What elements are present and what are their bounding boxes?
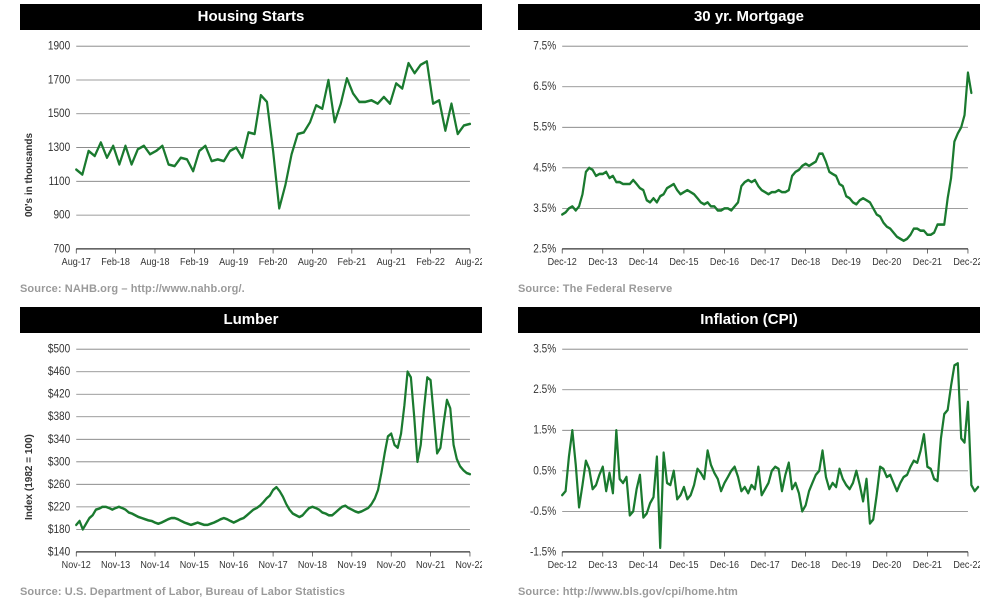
- x-tick-label: Dec-17: [751, 257, 780, 269]
- y-tick-label: -1.5%: [530, 546, 557, 559]
- y-tick-label: 1900: [48, 40, 70, 53]
- y-tick-label: 900: [53, 209, 70, 222]
- y-tick-label: $140: [48, 546, 70, 559]
- x-tick-label: Dec-22: [953, 257, 980, 269]
- x-tick-label: Dec-16: [710, 560, 739, 572]
- x-tick-label: Feb-22: [416, 257, 445, 269]
- y-tick-label: 7.5%: [533, 40, 556, 53]
- x-tick-label: Dec-15: [669, 560, 699, 572]
- x-tick-label: Dec-20: [872, 257, 902, 269]
- x-tick-label: Dec-12: [548, 560, 577, 572]
- source-text: Source: U.S. Department of Labor, Bureau…: [20, 586, 482, 598]
- y-tick-label: 1300: [48, 141, 70, 154]
- x-tick-label: Dec-13: [588, 257, 617, 269]
- y-tick-label: 6.5%: [533, 81, 556, 94]
- x-tick-label: Aug-19: [219, 257, 248, 269]
- y-axis-label: Index (1982 = 100): [24, 434, 35, 520]
- x-tick-label: Feb-20: [259, 257, 288, 269]
- x-tick-label: Dec-19: [832, 257, 861, 269]
- x-tick-label: Aug-17: [62, 257, 91, 269]
- y-tick-label: $260: [48, 478, 70, 491]
- x-tick-label: Dec-20: [872, 560, 902, 572]
- y-tick-label: 700: [53, 243, 70, 256]
- source-text: Source: The Federal Reserve: [518, 283, 980, 295]
- data-line: [76, 61, 470, 208]
- x-tick-label: Nov-18: [298, 560, 327, 572]
- x-tick-label: Nov-20: [377, 560, 407, 572]
- y-tick-label: 4.5%: [533, 162, 556, 175]
- x-tick-label: Dec-19: [832, 560, 861, 572]
- y-tick-label: $380: [48, 411, 70, 424]
- y-tick-label: 1700: [48, 74, 70, 87]
- chart-svg: 700 900 1100 1300 1500 1700 1900 Aug-17 Feb-18 Au…: [20, 30, 482, 279]
- y-tick-label: 1.5%: [533, 424, 556, 437]
- x-tick-label: Dec-13: [588, 560, 617, 572]
- chart-svg: $140 $180 $220 $260 $300 $340 $380 $420 $460 $500…: [20, 333, 482, 582]
- x-tick-label: Feb-18: [101, 257, 130, 269]
- y-tick-label: 2.5%: [533, 384, 556, 397]
- chart-area: Index (1982 = 100) $140 $180 $220 $260 $300 $3…: [20, 333, 482, 582]
- chart-svg: -1.5% -0.5% 0.5% 1.5% 2.5% 3.5% Dec-12 Dec-13 De…: [518, 333, 980, 582]
- x-tick-label: Dec-18: [791, 257, 820, 269]
- chart-title: Lumber: [20, 307, 482, 333]
- y-tick-label: $500: [48, 343, 70, 356]
- y-tick-label: -0.5%: [530, 505, 557, 518]
- x-tick-label: Nov-21: [416, 560, 445, 572]
- chart-title: Inflation (CPI): [518, 307, 980, 333]
- y-tick-label: 0.5%: [533, 465, 556, 478]
- y-axis-label: 00's in thousands: [24, 133, 35, 217]
- x-tick-label: Dec-14: [629, 257, 659, 269]
- x-tick-label: Nov-16: [219, 560, 248, 572]
- source-text: Source: NAHB.org – http://www.nahb.org/.: [20, 283, 482, 295]
- x-tick-label: Dec-21: [913, 257, 942, 269]
- x-tick-label: Nov-22: [455, 560, 482, 572]
- y-tick-label: 3.5%: [533, 343, 556, 356]
- chart-panel-mortgage_30yr: 30 yr. Mortgage 2.5% 3.5% 4.5% 5.5% 6.5% 7.5% D…: [518, 4, 980, 295]
- x-tick-label: Nov-13: [101, 560, 130, 572]
- x-tick-label: Feb-21: [338, 257, 367, 269]
- y-tick-label: 1100: [49, 175, 71, 188]
- chart-panel-housing_starts: Housing Starts 00's in thousands 700 900 110…: [20, 4, 482, 295]
- x-tick-label: Aug-20: [298, 257, 328, 269]
- x-tick-label: Aug-22: [455, 257, 482, 269]
- x-tick-label: Nov-15: [180, 560, 210, 572]
- chart-area: 00's in thousands 700 900 1100 1300 1500 1700 1…: [20, 30, 482, 279]
- y-tick-label: $180: [48, 523, 70, 536]
- chart-panel-inflation_cpi: Inflation (CPI) -1.5% -0.5% 0.5% 1.5% 2.5% 3.5…: [518, 307, 980, 598]
- chart-title: Housing Starts: [20, 4, 482, 30]
- x-tick-label: Aug-18: [140, 257, 169, 269]
- y-tick-label: 3.5%: [533, 202, 556, 215]
- chart-svg: 2.5% 3.5% 4.5% 5.5% 6.5% 7.5% Dec-12 Dec-13 Dec-…: [518, 30, 980, 279]
- y-tick-label: 5.5%: [533, 121, 556, 134]
- x-tick-label: Feb-19: [180, 257, 209, 269]
- y-tick-label: $420: [48, 388, 70, 401]
- x-tick-label: Dec-12: [548, 257, 577, 269]
- x-tick-label: Nov-19: [337, 560, 366, 572]
- x-tick-label: Dec-18: [791, 560, 820, 572]
- y-tick-label: $460: [48, 366, 70, 379]
- x-tick-label: Nov-12: [62, 560, 91, 572]
- chart-title: 30 yr. Mortgage: [518, 4, 980, 30]
- y-tick-label: 2.5%: [533, 243, 556, 256]
- data-line: [562, 73, 971, 241]
- data-line: [76, 372, 470, 530]
- y-tick-label: $220: [48, 501, 70, 514]
- chart-panel-lumber: Lumber Index (1982 = 100) $140 $180 $220 $260…: [20, 307, 482, 598]
- x-tick-label: Nov-14: [140, 560, 170, 572]
- chart-area: 2.5% 3.5% 4.5% 5.5% 6.5% 7.5% Dec-12 Dec-13 Dec-…: [518, 30, 980, 279]
- source-text: Source: http://www.bls.gov/cpi/home.htm: [518, 586, 980, 598]
- x-tick-label: Dec-17: [751, 560, 780, 572]
- x-tick-label: Dec-14: [629, 560, 659, 572]
- y-tick-label: $340: [48, 433, 70, 446]
- x-tick-label: Dec-21: [913, 560, 942, 572]
- x-tick-label: Dec-16: [710, 257, 739, 269]
- x-tick-label: Dec-22: [953, 560, 980, 572]
- y-tick-label: $300: [48, 456, 70, 469]
- y-tick-label: 1500: [48, 108, 70, 121]
- x-tick-label: Aug-21: [377, 257, 406, 269]
- x-tick-label: Dec-15: [669, 257, 699, 269]
- x-tick-label: Nov-17: [259, 560, 288, 572]
- data-line: [562, 363, 978, 547]
- chart-area: -1.5% -0.5% 0.5% 1.5% 2.5% 3.5% Dec-12 Dec-13 De…: [518, 333, 980, 582]
